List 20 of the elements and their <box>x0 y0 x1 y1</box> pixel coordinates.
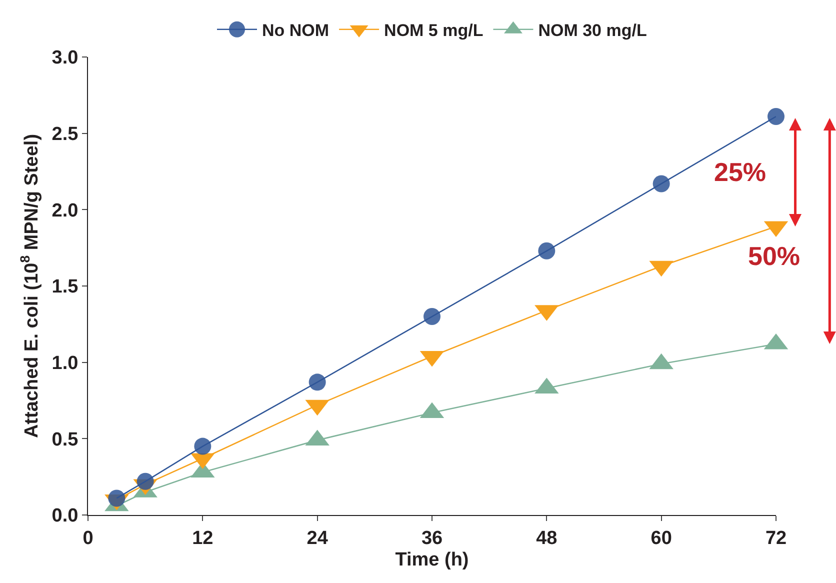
y-tick-label: 3.0 <box>52 48 78 69</box>
annotation: 25% <box>714 157 766 187</box>
x-tick-label: 72 <box>765 528 787 549</box>
y-tick-label: 2.0 <box>52 200 78 222</box>
y-tick-label: 1.0 <box>52 352 78 374</box>
x-tick-label: 60 <box>650 528 672 549</box>
x-tick-label: 24 <box>306 528 328 549</box>
legend-label: No NOM <box>262 21 330 40</box>
x-tick-label: 36 <box>421 528 443 549</box>
legend-label: NOM 5 mg/L <box>384 21 484 40</box>
x-tick-label: 0 <box>82 528 94 549</box>
y-tick-label: 1.5 <box>52 276 79 298</box>
legend-label: NOM 30 mg/L <box>538 21 647 40</box>
x-axis-title: Time (h) <box>395 550 469 571</box>
y-tick-label: 0.0 <box>52 506 78 527</box>
x-tick-label: 12 <box>192 528 214 549</box>
y-tick-label: 0.5 <box>52 429 79 450</box>
y-tick-label: 2.5 <box>52 124 79 145</box>
x-tick-label: 48 <box>536 528 558 549</box>
annotation: 50% <box>748 241 800 271</box>
